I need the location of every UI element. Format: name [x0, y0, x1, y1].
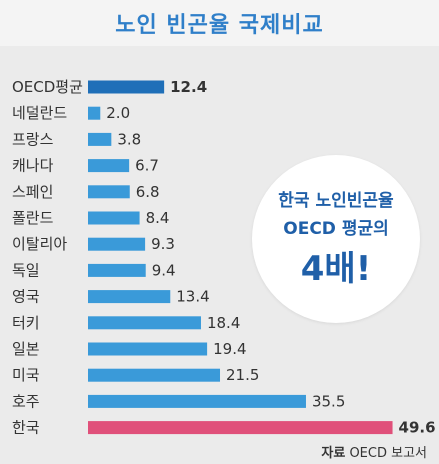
- bar: [88, 421, 393, 435]
- bar: [88, 159, 130, 173]
- callout-circle: 한국 노인빈곤율 OECD 평균의 4배!: [252, 155, 420, 323]
- callout-line-1: 한국 노인빈곤율: [278, 191, 394, 211]
- category-label: 네덜란드: [12, 104, 67, 122]
- category-label: 프랑스: [12, 130, 54, 148]
- category-label: 영국: [12, 288, 40, 306]
- bar: [88, 394, 306, 408]
- bar: [88, 211, 140, 225]
- category-label: 호주: [12, 392, 40, 410]
- bar: [88, 80, 165, 94]
- value-label: 3.8: [117, 130, 141, 148]
- value-label: 6.7: [135, 157, 159, 175]
- bar: [88, 263, 146, 277]
- category-label: 스페인: [12, 183, 53, 201]
- value-label: 8.4: [146, 209, 170, 227]
- value-label: 9.3: [151, 235, 175, 253]
- callout-line-3: 4배!: [300, 249, 372, 289]
- bar: [88, 368, 221, 382]
- source-text: OECD 보고서: [349, 446, 427, 461]
- bar: [88, 342, 208, 356]
- bar: [88, 316, 201, 330]
- category-label: OECD평균: [12, 78, 83, 96]
- source-label: 자료: [321, 446, 346, 461]
- value-label: 13.4: [176, 288, 209, 306]
- value-label: 12.4: [170, 78, 207, 96]
- category-label: 미국: [12, 366, 40, 384]
- bar: [88, 106, 101, 120]
- value-label: 21.5: [226, 366, 259, 384]
- title-bar: 노인 빈곤율 국제비교: [0, 0, 439, 46]
- category-label: 독일: [12, 261, 40, 279]
- value-label: 9.4: [152, 261, 176, 279]
- value-label: 49.6: [399, 419, 436, 437]
- bar: [88, 290, 171, 304]
- category-label: 일본: [12, 340, 40, 358]
- source-note: 자료 OECD 보고서: [321, 442, 427, 461]
- category-label: 터키: [12, 314, 40, 332]
- bar: [88, 132, 112, 146]
- category-label: 캐나다: [12, 157, 54, 175]
- value-label: 19.4: [213, 340, 246, 358]
- callout-line-2: OECD 평균의: [283, 219, 389, 239]
- value-label: 35.5: [312, 392, 345, 410]
- value-label: 2.0: [106, 104, 130, 122]
- chart-title: 노인 빈곤율 국제비교: [115, 13, 324, 38]
- bar: [88, 237, 146, 251]
- bar: [88, 185, 130, 199]
- category-label: 한국: [12, 419, 40, 437]
- category-label: 폴란드: [12, 209, 54, 227]
- value-label: 18.4: [207, 314, 240, 332]
- category-label: 이탈리아: [12, 235, 67, 253]
- value-label: 6.8: [136, 183, 160, 201]
